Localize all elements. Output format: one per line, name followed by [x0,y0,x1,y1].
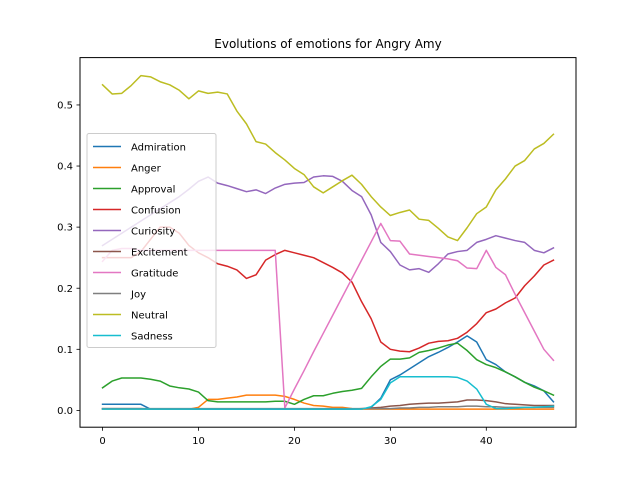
legend-label-gratitude: Gratitude [131,269,178,280]
y-tick-label: 0.5 [57,101,73,112]
legend-label-curiosity: Curiosity [131,227,175,238]
x-tick-label: 10 [192,436,205,447]
legend-label-confusion: Confusion [131,206,181,217]
y-tick-label: 0.1 [57,345,73,356]
y-axis: 0.0 0.1 0.2 0.3 0.4 0.5 [57,101,80,417]
legend-label-sadness: Sadness [131,332,173,343]
series-line-neutral [101,74,555,242]
legend-label-excitement: Excitement [131,248,188,259]
series-line-approval [101,342,555,406]
legend-label-neutral: Neutral [131,311,168,322]
x-tick-label: 40 [480,436,493,447]
x-tick-label: 30 [384,436,397,447]
legend: Admiration Anger Approval Confusion Curiosit… [86,133,217,348]
y-tick-label: 0.4 [57,162,73,173]
x-tick-label: 20 [288,436,301,447]
chart-title: Evolutions of emotions for Angry Amy [214,37,441,51]
x-axis: 0 10 20 30 40 [99,427,493,447]
plot-frame [79,57,577,428]
x-tick-label: 0 [99,436,105,447]
y-tick-label: 0.2 [57,284,73,295]
legend-label-admiration: Admiration [131,143,186,154]
legend-label-anger: Anger [131,164,162,175]
series-line-sadness [101,376,555,410]
legend-label-joy: Joy [130,290,146,301]
y-tick-label: 0.3 [57,223,73,234]
y-tick-label: 0.0 [57,406,73,417]
legend-label-approval: Approval [131,185,175,196]
